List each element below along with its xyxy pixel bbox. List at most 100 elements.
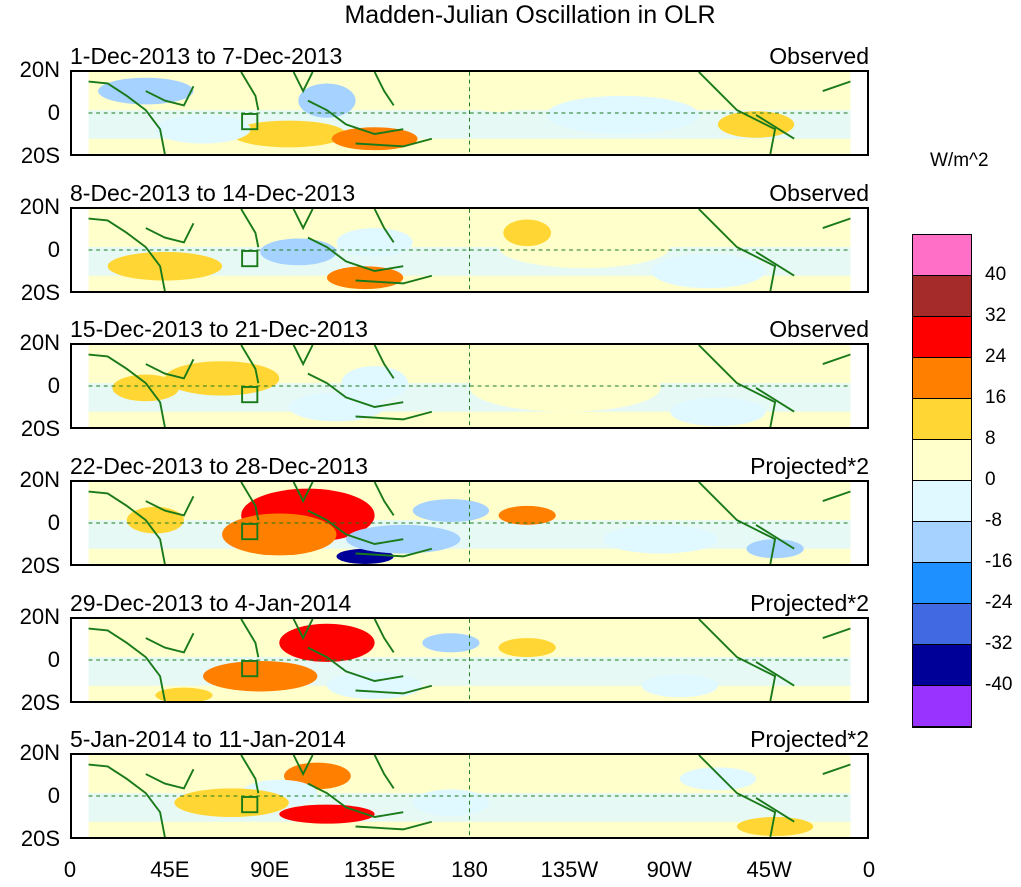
anomaly-region bbox=[279, 804, 375, 824]
lat-tick-label: 0 bbox=[47, 647, 60, 672]
colorbar-tick-label: -8 bbox=[985, 510, 1002, 531]
panel-date-label: 8-Dec-2013 to 14-Dec-2013 bbox=[70, 180, 356, 206]
coastline bbox=[88, 619, 851, 701]
anomaly-region bbox=[331, 127, 418, 151]
lat-tick-label: 20S bbox=[20, 416, 60, 441]
anomaly-region bbox=[155, 687, 213, 701]
anomaly-region bbox=[469, 89, 528, 113]
olr-map-panel bbox=[70, 480, 869, 566]
lat-tick-label: 20N bbox=[19, 467, 60, 492]
coastline bbox=[88, 482, 851, 564]
anomaly-region bbox=[326, 266, 404, 290]
index-box-marker bbox=[241, 660, 259, 678]
lat-tick-label: 0 bbox=[47, 100, 60, 125]
anomaly-region bbox=[422, 633, 480, 653]
lat-tick-label: 20S bbox=[20, 143, 60, 168]
anomaly-region bbox=[98, 77, 194, 105]
colorbar bbox=[912, 234, 972, 728]
colorbar-tick-label: -24 bbox=[985, 592, 1013, 613]
lat-tick-label: 20S bbox=[20, 690, 60, 715]
colorbar-tick-label: 24 bbox=[985, 346, 1007, 367]
index-box-marker bbox=[241, 523, 259, 541]
anomaly-region bbox=[346, 524, 461, 554]
anomaly-region bbox=[260, 238, 337, 266]
lat-tick-label: 20N bbox=[19, 194, 60, 219]
colorbar-tick-label: 0 bbox=[985, 469, 996, 490]
colorbar-swatch bbox=[913, 440, 971, 481]
anomaly-region bbox=[203, 660, 318, 692]
olr-map bbox=[70, 70, 869, 156]
anomaly-region bbox=[279, 623, 375, 662]
lon-tick-label: 90E bbox=[250, 857, 290, 882]
lon-tick-label: 90W bbox=[646, 857, 692, 882]
index-box-marker bbox=[241, 113, 259, 131]
anomaly-region bbox=[288, 392, 385, 422]
anomaly-region bbox=[670, 397, 766, 427]
anomaly-region bbox=[651, 253, 766, 289]
anomaly-region bbox=[155, 114, 251, 144]
lon-tick-label: 0 bbox=[862, 857, 876, 882]
anomaly-region bbox=[336, 548, 394, 564]
colorbar-swatch bbox=[913, 645, 971, 686]
anomaly-region bbox=[341, 365, 408, 401]
lat-tick-label: 20N bbox=[19, 604, 60, 629]
anomaly-region bbox=[231, 120, 347, 148]
olr-map bbox=[70, 343, 869, 429]
lat-tick-label: 20S bbox=[20, 826, 60, 851]
coastline bbox=[88, 755, 851, 837]
index-box-marker bbox=[241, 249, 259, 268]
anomaly-region bbox=[336, 228, 413, 257]
anomaly-region bbox=[222, 513, 337, 556]
anomaly-region bbox=[641, 674, 718, 698]
colorbar-tick-label: -16 bbox=[985, 551, 1013, 572]
coastline bbox=[88, 209, 851, 291]
lon-tick-label: 135E bbox=[343, 857, 396, 882]
anomaly-region bbox=[498, 505, 556, 525]
anomaly-region bbox=[112, 374, 180, 402]
lat-tick-label: 20S bbox=[20, 280, 60, 305]
panel-date-label: 1-Dec-2013 to 7-Dec-2013 bbox=[70, 43, 343, 69]
panel-date-label: 5-Jan-2014 to 11-Jan-2014 bbox=[70, 726, 346, 752]
olr-map-panel bbox=[70, 70, 869, 156]
lat-tick-label: 20N bbox=[19, 330, 60, 355]
colorbar-swatch bbox=[913, 522, 971, 563]
colorbar-swatch bbox=[913, 563, 971, 604]
olr-map-panel bbox=[70, 343, 869, 429]
coastline bbox=[88, 72, 851, 154]
anomaly-region bbox=[746, 539, 804, 559]
coastline bbox=[88, 345, 851, 427]
lat-tick-label: 0 bbox=[47, 510, 60, 535]
olr-map-panel bbox=[70, 207, 869, 293]
lon-tick-label: 135W bbox=[540, 857, 599, 882]
anomaly-region bbox=[736, 816, 814, 837]
colorbar-tick-label: 8 bbox=[985, 428, 996, 449]
anomaly-region bbox=[326, 672, 423, 700]
colorbar-tick-label: -32 bbox=[985, 633, 1013, 654]
olr-map bbox=[70, 480, 869, 566]
anomaly-region bbox=[298, 83, 356, 118]
panel-type-label: Projected*2 bbox=[750, 453, 869, 479]
lon-tick-label: 45W bbox=[746, 857, 792, 882]
colorbar-swatch bbox=[913, 235, 971, 276]
colorbar-tick-label: 40 bbox=[985, 264, 1007, 285]
lat-tick-label: 20S bbox=[20, 553, 60, 578]
units-label: W/m^2 bbox=[930, 150, 989, 171]
panel-type-label: Projected*2 bbox=[750, 590, 869, 616]
anomaly-region bbox=[412, 789, 490, 817]
panel-date-label: 15-Dec-2013 to 21-Dec-2013 bbox=[70, 316, 368, 342]
anomaly-region bbox=[498, 638, 556, 658]
panel-type-label: Projected*2 bbox=[750, 726, 869, 752]
colorbar-swatch bbox=[913, 358, 971, 399]
panel-type-label: Observed bbox=[769, 316, 869, 342]
anomaly-region bbox=[679, 767, 757, 791]
anomaly-region bbox=[469, 364, 661, 412]
colorbar-tick-label: 32 bbox=[985, 305, 1007, 326]
lat-tick-label: 0 bbox=[47, 373, 60, 398]
olr-map bbox=[70, 617, 869, 703]
index-box-marker bbox=[241, 386, 259, 404]
lon-tick-label: 180 bbox=[451, 857, 488, 882]
colorbar-tick-label: -40 bbox=[985, 674, 1013, 695]
colorbar-swatch bbox=[913, 686, 971, 727]
lat-tick-label: 0 bbox=[47, 783, 60, 808]
anomaly-region bbox=[412, 499, 490, 523]
